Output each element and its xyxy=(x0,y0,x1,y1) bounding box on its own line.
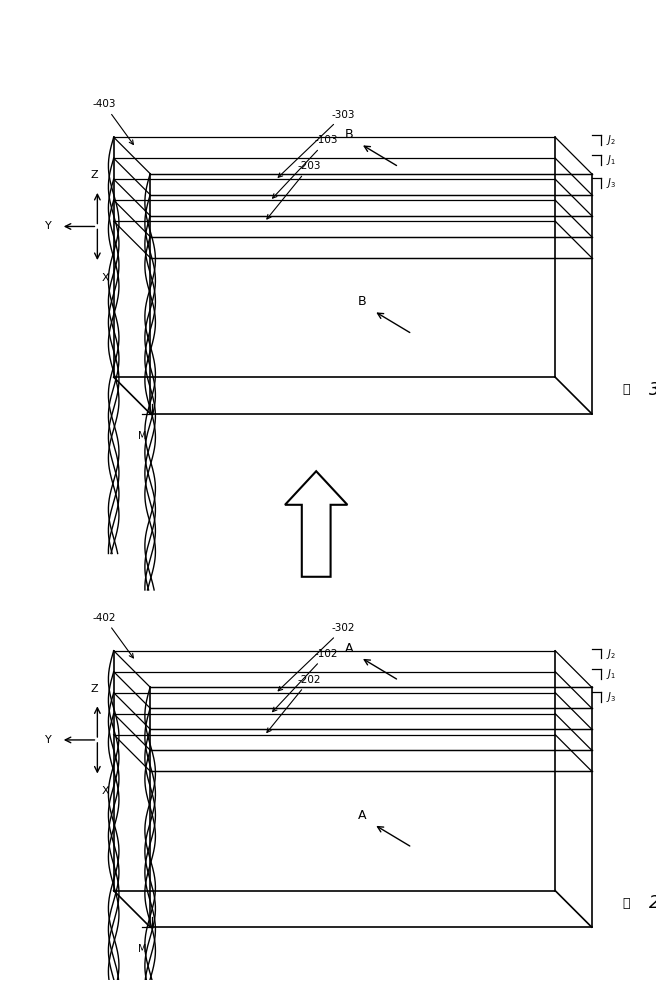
Text: $J_1$: $J_1$ xyxy=(606,667,616,681)
Polygon shape xyxy=(285,471,348,577)
Text: M: M xyxy=(138,431,147,441)
Polygon shape xyxy=(555,137,592,414)
Text: -302: -302 xyxy=(278,623,356,691)
Text: -102: -102 xyxy=(273,649,338,712)
Polygon shape xyxy=(150,174,592,414)
Text: $J_3$: $J_3$ xyxy=(606,690,616,704)
Text: -403: -403 xyxy=(92,99,133,144)
Text: $J_3$: $J_3$ xyxy=(606,176,616,190)
Text: 3: 3 xyxy=(649,381,656,399)
Text: $J_1$: $J_1$ xyxy=(606,153,616,167)
Text: X: X xyxy=(102,273,110,283)
Text: 2: 2 xyxy=(649,894,656,912)
Text: -402: -402 xyxy=(92,613,133,658)
Text: X: X xyxy=(102,786,110,796)
Text: -303: -303 xyxy=(278,110,356,177)
Text: B: B xyxy=(344,128,354,141)
Text: 图: 图 xyxy=(623,383,630,396)
Text: -203: -203 xyxy=(267,161,321,219)
Text: $J_2$: $J_2$ xyxy=(606,133,616,147)
Text: $J_2$: $J_2$ xyxy=(606,647,616,661)
Text: B: B xyxy=(358,295,367,308)
Polygon shape xyxy=(113,137,592,174)
Polygon shape xyxy=(150,687,592,927)
Text: A: A xyxy=(345,642,354,655)
Text: Z: Z xyxy=(91,684,98,694)
Text: M: M xyxy=(138,944,147,954)
Polygon shape xyxy=(113,651,592,687)
Text: Y: Y xyxy=(45,221,51,231)
Text: Z: Z xyxy=(91,170,98,180)
Text: A: A xyxy=(358,809,367,822)
Text: -202: -202 xyxy=(267,675,321,732)
Polygon shape xyxy=(555,651,592,927)
Text: -103: -103 xyxy=(273,135,338,198)
Text: 图: 图 xyxy=(623,897,630,910)
Text: Y: Y xyxy=(45,735,51,745)
